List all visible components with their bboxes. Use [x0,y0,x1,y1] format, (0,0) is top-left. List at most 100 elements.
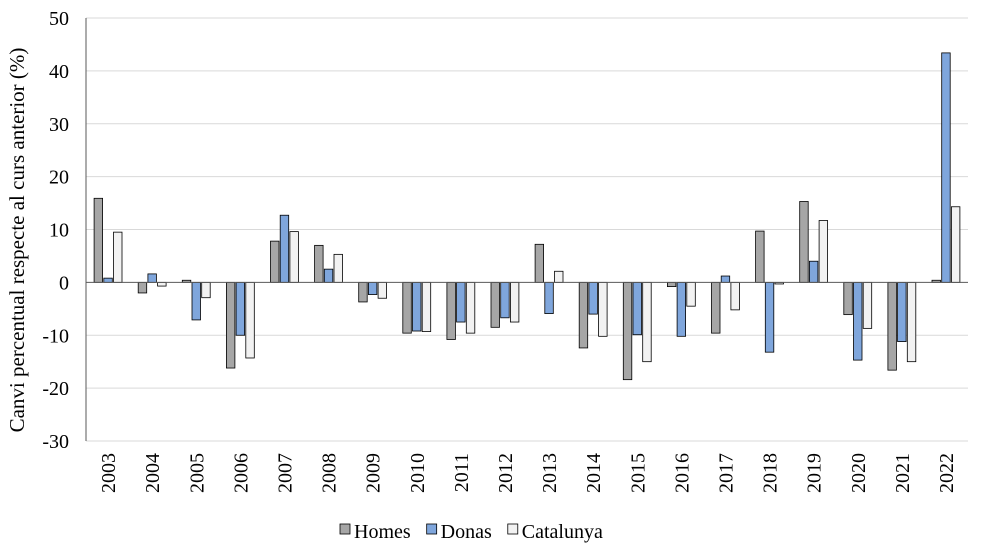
bar-catalunya-2005 [201,281,211,299]
bar-donas-2020 [853,281,863,361]
bar-catalunya-2021 [906,281,917,363]
legend: Homes Donas Catalunya [339,521,603,543]
bars [93,52,961,381]
bar-donas-2021 [897,281,907,342]
y-axis-title: Canvi percentual respecte al curs anteri… [5,48,29,433]
y-tick-label: -30 [42,431,69,453]
bar-homes-2010 [402,281,412,334]
bar-homes-2004 [137,281,148,294]
bar-catalunya-2011 [465,281,476,334]
bar-homes-2019 [799,201,809,283]
legend-label-donas: Donas [441,521,492,543]
y-tick-label: -10 [42,325,69,347]
x-tick-label: 2015 [627,453,649,493]
bar-catalunya-2010 [421,281,432,332]
bar-donas-2012 [500,281,510,319]
bar-homes-2018 [755,230,765,283]
x-tick-label: 2014 [583,453,605,493]
bar-catalunya-2022 [951,206,961,283]
axes [85,18,968,441]
bar-donas-2017 [720,275,731,283]
bar-donas-2015 [632,281,642,336]
x-tick-label: 2007 [274,453,296,493]
bar-homes-2008 [314,244,324,283]
bar-donas-2014 [588,281,598,315]
x-tick-label: 2022 [936,453,958,493]
bar-donas-2013 [544,281,554,314]
bar-donas-2010 [412,281,422,332]
legend-swatch-catalunya [507,523,519,535]
x-tick-label: 2021 [892,453,914,493]
x-tick-labels: 2003 2004 2005 2006 2007 2008 2009 2010 2011 2012… [98,453,958,493]
bar-donas-2006 [235,281,246,336]
bar-donas-2007 [279,214,290,283]
bar-catalunya-2007 [289,231,299,283]
bar-homes-2006 [225,281,236,369]
bar-donas-2003 [103,277,113,283]
bar-donas-2016 [676,281,686,337]
y-tick-label: 50 [49,8,69,30]
bar-homes-2014 [578,281,589,349]
bar-homes-2009 [358,281,368,303]
x-tick-label: 2018 [760,453,782,493]
x-tick-label: 2016 [671,453,693,493]
x-tick-label: 2019 [804,453,826,493]
bar-donas-2022 [941,52,951,283]
bar-homes-2007 [270,240,280,283]
x-tick-label: 2011 [451,453,473,492]
x-tick-label: 2005 [186,453,208,493]
x-tick-label: 2010 [407,453,429,493]
x-tick-label: 2008 [319,453,341,493]
bar-homes-2011 [446,281,456,340]
bar-donas-2009 [367,281,378,295]
legend-swatch-homes [339,523,351,535]
y-tick-label: 0 [59,272,69,294]
bar-donas-2019 [809,260,819,283]
legend-label-homes: Homes [354,521,411,543]
bar-homes-2012 [490,281,500,328]
bar-donas-2008 [323,268,334,283]
bar-catalunya-2015 [642,281,652,363]
bar-homes-2020 [843,281,853,316]
bar-catalunya-2006 [245,281,255,359]
bar-catalunya-2019 [818,220,828,283]
x-tick-label: 2004 [142,453,164,493]
bar-donas-2018 [764,281,775,353]
y-tick-labels: -30 -20 -10 0 10 20 30 40 50 [42,8,69,453]
bar-catalunya-2020 [862,281,873,329]
x-tick-label: 2009 [363,453,385,493]
y-tick-label: -20 [42,378,69,400]
bar-catalunya-2003 [113,231,123,283]
bar-catalunya-2008 [333,253,343,283]
bar-catalunya-2013 [554,270,564,283]
bar-homes-2021 [887,281,897,371]
bar-homes-2013 [534,243,544,283]
y-tick-label: 20 [49,167,69,189]
y-tick-label: 40 [49,61,69,83]
bar-catalunya-2004 [157,281,167,287]
bar-donas-2011 [456,281,466,323]
x-tick-label: 2020 [848,453,870,493]
bar-donas-2005 [191,281,201,321]
bar-catalunya-2016 [686,281,696,307]
bar-donas-2004 [147,273,157,283]
x-tick-label: 2012 [495,453,517,493]
x-tick-label: 2017 [715,453,737,493]
x-tick-label: 2003 [98,453,120,493]
bar-homes-2015 [622,281,633,381]
y-tick-label: 30 [49,114,69,136]
bar-homes-2003 [93,197,103,283]
bar-catalunya-2014 [598,281,608,337]
y-tick-label: 10 [49,220,69,242]
bar-homes-2017 [711,281,721,334]
legend-label-catalunya: Catalunya [522,521,603,543]
gridlines [86,17,968,442]
bar-catalunya-2012 [509,281,520,323]
bar-catalunya-2017 [730,281,740,311]
legend-swatch-donas [426,523,438,535]
x-tick-label: 2006 [230,453,252,493]
bar-catalunya-2009 [377,281,388,299]
x-tick-label: 2013 [539,453,561,493]
